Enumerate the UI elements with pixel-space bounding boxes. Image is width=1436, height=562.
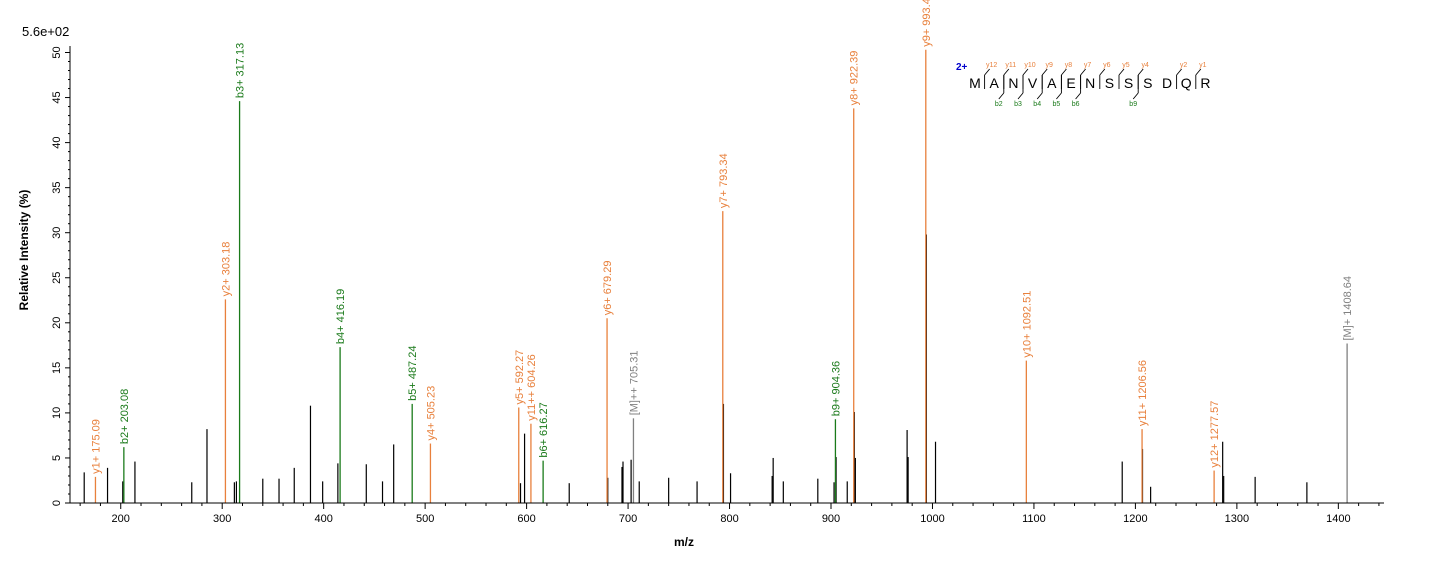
- b-ion-marker: b3: [1014, 101, 1022, 108]
- sequence-residue: E: [1066, 75, 1075, 91]
- x-tick-label: 1200: [1123, 513, 1147, 525]
- y-ion-marker: y11: [1005, 62, 1016, 69]
- b-ion-marker: b6: [1072, 101, 1080, 108]
- y-ion-marker: y6: [1103, 62, 1111, 69]
- intensity-scale-label: 5.6e+02: [22, 24, 69, 39]
- axes: 200 300 400 500 600 700 800 900 1000 1100 1200 1300…: [51, 46, 1384, 525]
- y-ion-label: y8+ 922.39: [849, 51, 861, 106]
- x-tick-label: 700: [619, 513, 637, 525]
- b-ion-marker: b5: [1053, 101, 1061, 108]
- y-tick-label: 25: [51, 272, 63, 284]
- y-tick-label: 15: [51, 362, 63, 374]
- y-cleavage-mark: [984, 68, 990, 89]
- y-tick-label: 5: [51, 455, 63, 461]
- b-cleavage-mark: [1017, 75, 1024, 100]
- y-ion-marker: y7: [1084, 62, 1092, 69]
- b-ion-label: b4+ 416.19: [335, 289, 347, 344]
- x-tick-label: 1100: [1022, 513, 1046, 525]
- y-ion-marker: y8: [1065, 62, 1073, 69]
- b-ion-marker: b4: [1033, 101, 1041, 108]
- b-ion-label: b2+ 203.08: [119, 389, 131, 444]
- b-cleavage-mark: [1036, 75, 1043, 100]
- x-tick-label: 1000: [920, 513, 944, 525]
- x-tick-label: 300: [213, 513, 231, 525]
- y-ion-marker: y1: [1199, 62, 1207, 69]
- peak-label-layer: y1+ 175.09 b2+ 203.08 y2+ 303.18 b3+ 317.13…: [90, 0, 1354, 474]
- y-tick-label: 20: [51, 317, 63, 329]
- y-ion-label: y5+ 592.27: [514, 350, 526, 405]
- sequence-residue: D: [1162, 75, 1172, 91]
- x-tick-label: 900: [822, 513, 840, 525]
- y-cleavage-mark: [1176, 68, 1182, 89]
- sequence-residue: Q: [1181, 75, 1192, 91]
- b-ion-marker: b2: [995, 101, 1003, 108]
- y-tick-label: 50: [51, 46, 63, 58]
- y-ion-label: y6+ 679.29: [602, 261, 614, 316]
- y-tick-label: 30: [51, 227, 63, 239]
- sequence-residue: M: [969, 75, 981, 91]
- sequence-residue: R: [1200, 75, 1210, 91]
- b-cleavage-mark: [998, 75, 1005, 100]
- y-cleavage-mark: [1099, 68, 1106, 89]
- y-ion-label: y7+ 793.34: [718, 153, 730, 208]
- x-tick-label: 200: [112, 513, 130, 525]
- y-tick-label: 45: [51, 91, 63, 103]
- sequence-residue: A: [1047, 75, 1057, 91]
- b-ion-label: b9+ 904.36: [830, 361, 842, 416]
- y-ion-label: y1+ 175.09: [90, 419, 102, 474]
- y-ion-marker: y2: [1180, 62, 1188, 69]
- b-ion-marker: b9: [1129, 101, 1137, 108]
- sequence-residue: S: [1143, 75, 1152, 91]
- y-tick-label: 35: [51, 182, 63, 194]
- x-tick-label: 1300: [1225, 513, 1249, 525]
- x-tick-label: 500: [416, 513, 434, 525]
- b-cleavage-mark: [1132, 75, 1139, 100]
- y-ion-marker: y12: [986, 62, 997, 69]
- sequence-residue: S: [1105, 75, 1114, 91]
- y-axis-title: Relative Intensity (%): [17, 190, 31, 311]
- M-ion-label: [M]++ 705.31: [628, 350, 640, 415]
- M-ion-label: [M]+ 1408.64: [1342, 276, 1354, 341]
- y-cleavage-mark: [1118, 68, 1125, 89]
- sequence-residue: V: [1028, 75, 1038, 91]
- y-ion-marker: y9: [1045, 62, 1053, 69]
- peak-layer: [83, 49, 1348, 503]
- x-axis-title: m/z: [674, 535, 694, 549]
- b-cleavage-mark: [1056, 75, 1062, 100]
- y-ion-label: y11++ 604.26: [526, 354, 538, 420]
- y-ion-marker: y4: [1141, 62, 1149, 69]
- b-ion-label: b3+ 317.13: [235, 43, 247, 98]
- y-cleavage-mark: [1195, 68, 1202, 89]
- sequence-residue: S: [1124, 75, 1133, 91]
- precursor-charge: 2+: [956, 62, 968, 73]
- b-ion-label: b6+ 616.27: [538, 402, 550, 457]
- y-ion-label: y9+ 993.42: [921, 0, 933, 47]
- y-ion-label: y4+ 505.23: [425, 386, 437, 441]
- x-tick-label: 1400: [1326, 513, 1350, 525]
- y-ion-marker: y10: [1024, 62, 1035, 69]
- y-ion-label: y10+ 1092.51: [1021, 291, 1033, 358]
- x-tick-label: 800: [720, 513, 738, 525]
- sequence-residue: N: [1008, 75, 1018, 91]
- sequence-residue: N: [1085, 75, 1095, 91]
- b-ion-label: b5+ 487.24: [407, 346, 419, 401]
- sequence-residue: A: [990, 75, 1000, 91]
- x-tick-label: 400: [314, 513, 332, 525]
- y-tick-label: 0: [51, 500, 63, 506]
- x-tick-label: 600: [517, 513, 535, 525]
- y-tick-label: 10: [51, 407, 63, 419]
- y-tick-label: 40: [51, 136, 63, 148]
- y-ion-marker: y5: [1122, 62, 1130, 69]
- y-ion-label: y11+ 1206.56: [1137, 360, 1149, 426]
- b-cleavage-mark: [1075, 75, 1082, 100]
- y-ion-label: y12+ 1277.57: [1209, 401, 1221, 468]
- y-ion-label: y2+ 303.18: [220, 242, 232, 297]
